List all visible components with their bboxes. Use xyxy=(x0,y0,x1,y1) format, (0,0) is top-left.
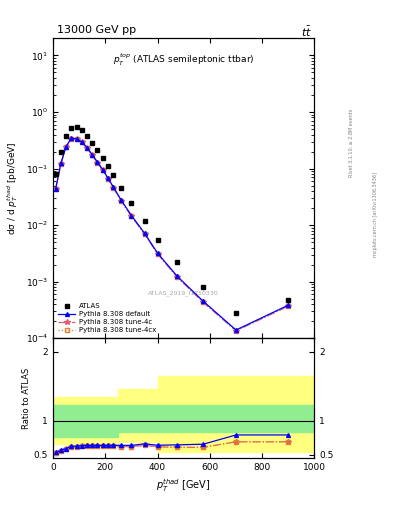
Pythia 8.308 tune-4cx xyxy=(201,299,206,305)
Pythia 8.308 default xyxy=(100,166,105,173)
Y-axis label: dσ / d $p_T^{thad}$ [pb/GeV]: dσ / d $p_T^{thad}$ [pb/GeV] xyxy=(5,141,20,235)
Pythia 8.308 default xyxy=(129,212,134,219)
ATLAS xyxy=(119,185,123,191)
X-axis label: $p_T^{thad}$ [GeV]: $p_T^{thad}$ [GeV] xyxy=(156,478,211,495)
Pythia 8.308 tune-4c xyxy=(53,186,58,193)
Pythia 8.308 default xyxy=(74,136,79,142)
Pythia 8.308 tune-4c xyxy=(79,139,84,145)
Pythia 8.308 default xyxy=(84,144,89,151)
ATLAS xyxy=(53,171,58,177)
Pythia 8.308 tune-4c xyxy=(201,300,206,306)
ATLAS xyxy=(90,140,95,146)
Pythia 8.308 tune-4cx xyxy=(90,152,95,158)
Pythia 8.308 default xyxy=(69,135,74,141)
ATLAS xyxy=(129,200,134,206)
Pythia 8.308 default xyxy=(155,250,160,256)
Pythia 8.308 tune-4c xyxy=(142,231,147,237)
Text: $t\bar{t}$: $t\bar{t}$ xyxy=(301,25,312,39)
Pythia 8.308 tune-4cx xyxy=(79,139,84,145)
Pythia 8.308 default xyxy=(106,175,110,181)
Pythia 8.308 tune-4cx xyxy=(129,214,134,220)
ATLAS xyxy=(84,133,89,139)
Pythia 8.308 default xyxy=(95,159,100,165)
Text: 13000 GeV pp: 13000 GeV pp xyxy=(57,25,136,35)
Pythia 8.308 tune-4cx xyxy=(84,145,89,151)
ATLAS xyxy=(201,284,206,290)
Pythia 8.308 default xyxy=(119,197,123,203)
Pythia 8.308 tune-4cx xyxy=(286,303,291,309)
Pythia 8.308 tune-4cx xyxy=(100,167,105,174)
Line: Pythia 8.308 default: Pythia 8.308 default xyxy=(54,136,290,332)
ATLAS xyxy=(64,133,68,139)
Pythia 8.308 tune-4c xyxy=(59,161,63,167)
Pythia 8.308 default xyxy=(53,186,58,192)
Pythia 8.308 default xyxy=(79,139,84,145)
Pythia 8.308 tune-4c xyxy=(64,144,68,150)
ATLAS xyxy=(100,155,105,161)
Pythia 8.308 tune-4cx xyxy=(119,198,123,204)
Pythia 8.308 tune-4cx xyxy=(53,186,58,193)
ATLAS xyxy=(111,172,116,178)
Pythia 8.308 default xyxy=(111,183,116,189)
Pythia 8.308 default xyxy=(142,230,147,236)
Pythia 8.308 tune-4c xyxy=(111,185,116,191)
Pythia 8.308 tune-4cx xyxy=(234,328,239,334)
Pythia 8.308 tune-4c xyxy=(95,160,100,166)
Pythia 8.308 default xyxy=(90,152,95,158)
Text: Rivet 3.1.10, ≥ 2.8M events: Rivet 3.1.10, ≥ 2.8M events xyxy=(349,109,354,178)
Text: $p_T^{top}$ (ATLAS semileptonic ttbar): $p_T^{top}$ (ATLAS semileptonic ttbar) xyxy=(113,52,255,68)
Pythia 8.308 tune-4cx xyxy=(95,160,100,166)
Pythia 8.308 tune-4cx xyxy=(155,251,160,257)
ATLAS xyxy=(74,123,79,130)
ATLAS xyxy=(79,127,84,133)
Pythia 8.308 tune-4c xyxy=(100,167,105,174)
Line: Pythia 8.308 tune-4cx: Pythia 8.308 tune-4cx xyxy=(54,137,290,333)
Y-axis label: Ratio to ATLAS: Ratio to ATLAS xyxy=(22,368,31,429)
Pythia 8.308 tune-4c xyxy=(84,145,89,151)
ATLAS xyxy=(142,218,147,224)
ATLAS xyxy=(95,147,100,154)
Pythia 8.308 default xyxy=(234,327,239,333)
ATLAS xyxy=(175,259,180,265)
Pythia 8.308 tune-4cx xyxy=(74,136,79,142)
Pythia 8.308 tune-4cx xyxy=(111,185,116,191)
Pythia 8.308 tune-4c xyxy=(74,136,79,142)
Line: Pythia 8.308 tune-4c: Pythia 8.308 tune-4c xyxy=(53,136,291,334)
Pythia 8.308 tune-4cx xyxy=(175,274,180,280)
Pythia 8.308 default xyxy=(175,273,180,280)
Pythia 8.308 tune-4c xyxy=(106,176,110,182)
Pythia 8.308 default xyxy=(201,298,206,305)
Pythia 8.308 tune-4c xyxy=(119,198,123,204)
Pythia 8.308 tune-4cx xyxy=(59,161,63,167)
ATLAS xyxy=(106,163,110,169)
Pythia 8.308 tune-4c xyxy=(90,152,95,158)
Pythia 8.308 tune-4cx xyxy=(64,144,68,150)
Pythia 8.308 default xyxy=(64,143,68,150)
Pythia 8.308 tune-4c xyxy=(69,136,74,142)
ATLAS xyxy=(286,297,291,303)
Pythia 8.308 default xyxy=(286,302,291,308)
Pythia 8.308 tune-4c xyxy=(286,303,291,309)
Pythia 8.308 tune-4cx xyxy=(69,136,74,142)
Legend: ATLAS, Pythia 8.308 default, Pythia 8.308 tune-4c, Pythia 8.308 tune-4cx: ATLAS, Pythia 8.308 default, Pythia 8.30… xyxy=(57,302,158,335)
Pythia 8.308 tune-4cx xyxy=(106,176,110,182)
Text: mcplots.cern.ch [arXiv:1306.3436]: mcplots.cern.ch [arXiv:1306.3436] xyxy=(373,173,378,258)
Pythia 8.308 tune-4c xyxy=(155,251,160,257)
Pythia 8.308 default xyxy=(59,160,63,166)
Line: ATLAS: ATLAS xyxy=(53,124,291,315)
Text: ATLAS_2019_I1750330: ATLAS_2019_I1750330 xyxy=(148,290,219,296)
ATLAS xyxy=(155,237,160,243)
ATLAS xyxy=(59,148,63,155)
ATLAS xyxy=(69,125,74,131)
Pythia 8.308 tune-4c xyxy=(175,274,180,280)
Pythia 8.308 tune-4c xyxy=(234,328,239,334)
Pythia 8.308 tune-4c xyxy=(129,214,134,220)
ATLAS xyxy=(234,310,239,316)
Pythia 8.308 tune-4cx xyxy=(142,231,147,237)
